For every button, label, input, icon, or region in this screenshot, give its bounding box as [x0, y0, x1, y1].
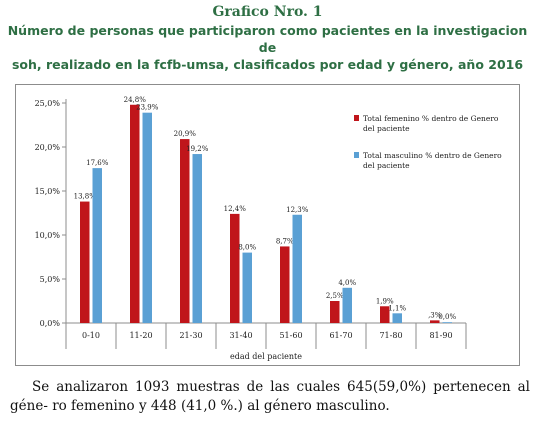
bar-male — [242, 252, 252, 323]
data-label: 1,1% — [388, 304, 406, 312]
data-label: 23,9% — [136, 104, 159, 112]
data-label: ,3% — [428, 311, 442, 319]
x-tick-label: 71-80 — [379, 331, 402, 340]
data-label: 8,7% — [276, 237, 294, 245]
bar-female — [330, 301, 340, 323]
caption-line-2: ro femenino y 448 (41,0 %.) al género ma… — [52, 398, 390, 414]
y-tick-label: 20,0% — [35, 143, 61, 152]
bar-male — [92, 168, 102, 323]
chart-frame: 0,0% 5,0% 10,0% 15,0% 20,0% 25,0% 0-10 11-20 21-… — [15, 84, 520, 366]
bar-male — [192, 154, 202, 323]
bar-chart: 0,0% 5,0% 10,0% 15,0% 20,0% 25,0% 0-10 11-20 21-… — [35, 96, 503, 361]
x-tick-label: 81-90 — [429, 331, 452, 340]
legend-label-female: Total femenino % dentro de Genero del pac… — [363, 114, 499, 133]
subtitle-line-2: soh, realizado en la fcfb-umsa, clasific… — [11, 57, 524, 72]
data-label: 19,2% — [186, 145, 209, 153]
y-tick-label: 25,0% — [35, 99, 61, 108]
x-tick-label: 11-20 — [129, 331, 152, 340]
data-label: 12,4% — [224, 205, 247, 213]
data-label: 2,5% — [326, 292, 344, 300]
x-tick-label: 61-70 — [329, 331, 352, 340]
x-axis-title: edad del paciente — [230, 352, 302, 361]
data-label: 17,6% — [86, 159, 109, 167]
y-tick-label: 0,0% — [40, 319, 61, 328]
chart-bars: 13,8% 17,6% 24,8%23,9% 20,9% 19,2% 12,4% 8,0% 8… — [74, 96, 456, 324]
legend-swatch-female — [354, 115, 359, 121]
subtitle-line-1: Número de personas que participaron como… — [7, 23, 528, 55]
figure-subtitle: Número de personas que participaron como… — [6, 22, 529, 73]
data-label: 1,9% — [376, 297, 394, 305]
chart-axes: 0,0% 5,0% 10,0% 15,0% 20,0% 25,0% 0-10 11-20 21-… — [35, 99, 467, 361]
data-label: 12,3% — [286, 206, 309, 214]
figure-caption: Se analizaron 1093 muestras de las cuale… — [10, 378, 530, 416]
data-label: 0,0% — [438, 313, 456, 321]
y-tick-label: 15,0% — [35, 187, 61, 196]
y-tick-label: 5,0% — [40, 275, 61, 284]
caption-line-1: Se analizaron 1093 muestras de las cuale… — [10, 379, 530, 414]
y-tick-label: 10,0% — [35, 231, 61, 240]
bar-female — [230, 213, 240, 323]
bar-male — [292, 214, 302, 323]
chart-legend: Total femenino % dentro de Genero del pac… — [354, 114, 502, 170]
data-label: 20,9% — [174, 130, 197, 138]
bar-female — [180, 139, 190, 323]
data-label: 8,0% — [238, 244, 256, 252]
x-tick-label: 51-60 — [279, 331, 302, 340]
bar-female — [130, 104, 140, 323]
bar-female — [80, 201, 90, 323]
x-tick-label: 21-30 — [179, 331, 202, 340]
bar-female — [380, 306, 390, 323]
x-tick-label: 0-10 — [82, 331, 100, 340]
bar-male — [392, 313, 402, 323]
figure-title: Grafico Nro. 1 — [212, 4, 323, 20]
bar-male — [142, 112, 152, 324]
legend-label-male: Total masculino % dentro de Genero del pa… — [363, 151, 502, 170]
bar-male — [442, 322, 452, 323]
data-label: 13,8% — [74, 193, 97, 201]
legend-swatch-male — [354, 152, 359, 158]
x-tick-label: 31-40 — [229, 331, 252, 340]
bar-female — [280, 246, 290, 323]
data-label: 4,0% — [338, 279, 356, 287]
bar-male — [342, 287, 352, 323]
bar-female — [430, 320, 440, 323]
data-label: 24,8% — [124, 96, 147, 104]
